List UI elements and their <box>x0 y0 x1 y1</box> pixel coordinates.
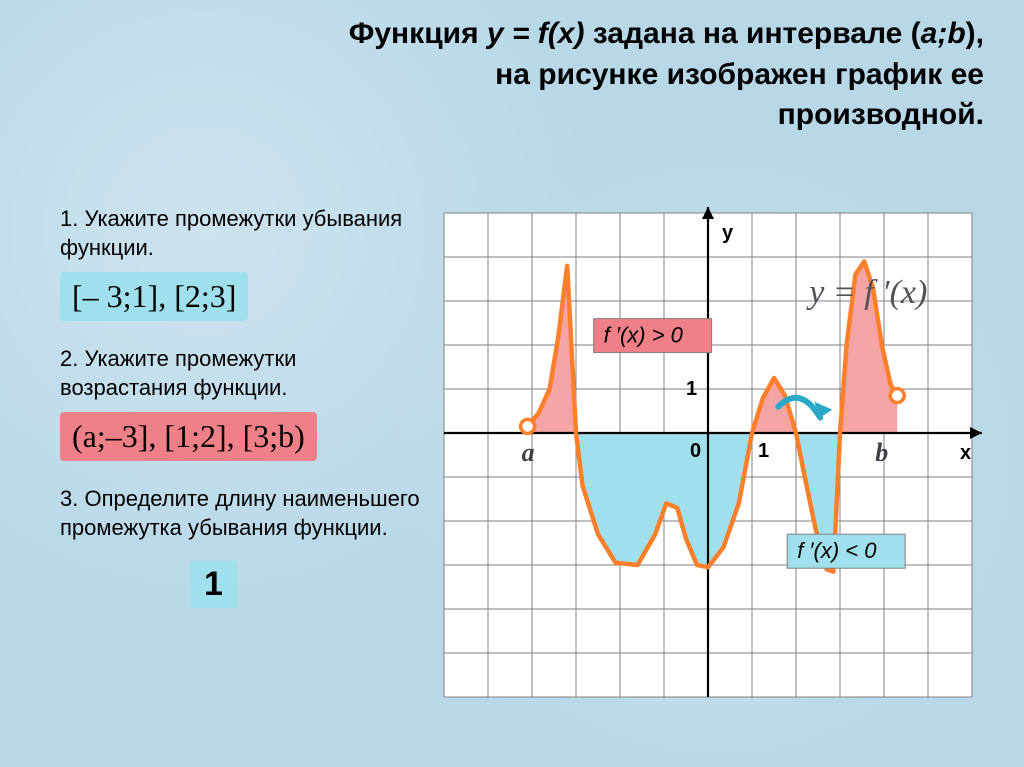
svg-text:y: y <box>722 222 734 244</box>
svg-text:a: a <box>522 438 535 467</box>
title-p2: y = f(x) <box>487 17 585 50</box>
question-3: 3. Определите длину наименьшего промежут… <box>60 485 420 542</box>
svg-text:f ′(x) > 0: f ′(x) > 0 <box>604 323 684 348</box>
question-2: 2. Укажите промежутки возрастания функци… <box>60 345 420 402</box>
title: Функция y = f(x) задана на интервале (a;… <box>0 0 1024 136</box>
title-p1: Функция <box>349 17 487 50</box>
answer-1: [– 3;1], [2;3] <box>60 272 248 321</box>
svg-text:b: b <box>875 438 888 467</box>
svg-text:0: 0 <box>690 440 701 462</box>
derivative-chart: 0 1 1 y x a b y = f ′(x) f ′(x) > 0 f ′(x) < 0 <box>428 195 988 715</box>
svg-text:x: x <box>960 442 971 464</box>
svg-text:f ′(x) < 0: f ′(x) < 0 <box>797 538 877 563</box>
title-l3: производной. <box>778 98 984 131</box>
title-l2: на рисунке изображен график ее <box>495 58 984 91</box>
answer-3: 1 <box>190 561 237 608</box>
answer-2: (a;–3], [1;2], [3;b) <box>60 412 317 461</box>
questions-panel: 1. Укажите промежутки убывания функции. … <box>60 205 420 608</box>
svg-text:1: 1 <box>758 440 769 462</box>
svg-text:1: 1 <box>686 378 697 400</box>
title-p4: a;b <box>921 17 966 50</box>
title-p5: ), <box>966 17 984 50</box>
question-1: 1. Укажите промежутки убывания функции. <box>60 205 420 262</box>
title-p3: задана на интервале ( <box>584 17 920 50</box>
svg-text:y = f ′(x): y = f ′(x) <box>806 274 927 311</box>
